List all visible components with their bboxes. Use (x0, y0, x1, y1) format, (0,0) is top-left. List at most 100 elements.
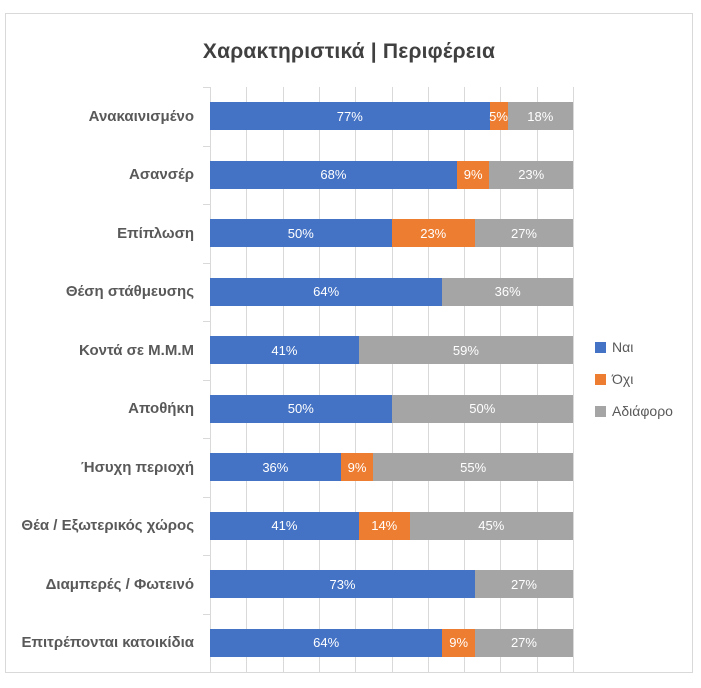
bar-segment-indifferent: 55% (373, 453, 573, 482)
bar-segment-yes: 41% (210, 336, 359, 365)
bar-value-label: 9% (463, 167, 483, 183)
bar-value-label: 45% (478, 518, 505, 534)
legend-item: Αδιάφορο (595, 395, 673, 427)
legend-item: Ναι (595, 331, 673, 363)
bar-value-label: 23% (420, 225, 447, 241)
bar-segment-no: 5% (489, 102, 508, 131)
bar-value-label: 41% (271, 518, 298, 534)
bar-segment-indifferent: 50% (391, 394, 573, 423)
gridline (210, 87, 211, 672)
bar-row: 36% 9% 55% (210, 438, 573, 497)
plot-area: 77% 5% 18% 68% 9% 23% 50% 23% 27% 64% 36% 41% 59% 50%… (203, 87, 574, 673)
category-label: Θέση στάθμευσης (65, 283, 194, 301)
bar-segment-yes: 68% (210, 160, 457, 189)
bar-track: 50% 50% (210, 394, 573, 423)
category-axis-tick (203, 496, 210, 498)
bar-segment-indifferent: 27% (474, 628, 573, 657)
bar-value-label: 73% (329, 576, 356, 592)
category-label: Ασανσέρ (129, 166, 194, 184)
bar-row: 73% 27% (210, 555, 573, 614)
bar-value-label: 68% (320, 167, 347, 183)
category-label: Κοντά σε Μ.Μ.Μ (78, 341, 194, 359)
bar-segment-yes: 50% (210, 394, 392, 423)
bar-track: 68% 9% 23% (210, 160, 573, 189)
bar-segment-yes: 64% (210, 277, 443, 306)
category-axis-tick (203, 145, 210, 147)
bar-value-label: 36% (494, 284, 521, 300)
bar-segment-no: 14% (358, 511, 410, 540)
bar-row: 68% 9% 23% (210, 146, 573, 205)
bar-segment-yes: 64% (210, 628, 443, 657)
bar-value-label: 36% (262, 459, 289, 475)
category-label: Αποθήκη (128, 400, 194, 418)
category-label: Θέα / Εξωτερικός χώρος (21, 517, 194, 535)
category-label: Ήσυχη περιοχή (80, 458, 194, 476)
bar-value-label: 77% (336, 108, 363, 124)
category-axis-tick (203, 613, 210, 615)
bar-value-label: 64% (313, 635, 340, 651)
bar-value-label: 27% (510, 635, 537, 651)
bar-track: 41% 59% (210, 336, 573, 365)
bar-value-label: 9% (347, 459, 367, 475)
gridline (500, 87, 502, 672)
bar-value-label: 5% (489, 108, 508, 124)
bar-segment-indifferent: 18% (507, 102, 573, 131)
bar-value-label: 41% (271, 342, 298, 358)
category-label: Επιτρέπονται κατοικίδια (21, 634, 194, 652)
bar-segment-no: 9% (442, 628, 475, 657)
legend-item: Όχι (595, 363, 673, 395)
gridline (464, 87, 466, 672)
bar-segment-yes: 73% (210, 570, 475, 599)
category-label: Επίπλωση (117, 224, 194, 242)
bar-value-label: 50% (287, 225, 314, 241)
category-axis-labels: Ανακαινισμένο Ασανσέρ Επίπλωση Θέση στάθμευ… (6, 87, 202, 672)
gridline (391, 87, 393, 672)
bar-segment-no: 9% (340, 453, 374, 482)
bar-row: 41% 59% (210, 321, 573, 380)
bar-segment-indifferent: 27% (474, 219, 573, 248)
legend-label: Ναι (612, 339, 634, 355)
bar-segment-indifferent: 27% (474, 570, 573, 599)
bar-track: 73% 27% (210, 570, 573, 599)
category-axis-tick (203, 87, 210, 88)
category-axis-tick (203, 555, 210, 556)
legend-label: Αδιάφορο (612, 403, 673, 419)
gridline (355, 87, 357, 672)
bar-track: 77% 5% 18% (210, 102, 573, 131)
bar-row: 64% 36% (210, 263, 573, 322)
bar-segment-yes: 50% (210, 219, 392, 248)
bar-segment-indifferent: 59% (358, 336, 573, 365)
gridline (536, 87, 538, 672)
bar-value-label: 27% (510, 225, 537, 241)
bar-segment-no: 9% (456, 160, 490, 189)
gridline (282, 87, 284, 672)
category-label: Ανακαινισμένο (88, 107, 194, 125)
bar-row: 64% 9% 27% (210, 614, 573, 673)
gridline (246, 87, 248, 672)
bar-track: 64% 9% 27% (210, 628, 573, 657)
bar-value-label: 50% (287, 401, 314, 417)
bar-segment-yes: 41% (210, 511, 359, 540)
bar-track: 50% 23% 27% (210, 219, 573, 248)
chart-title: Χαρακτηριστικά | Περιφέρεια (202, 40, 496, 63)
bar-value-label: 50% (469, 401, 496, 417)
gridline (573, 87, 574, 672)
category-axis-tick (203, 262, 210, 264)
bar-row: 50% 50% (210, 380, 573, 439)
bar-segment-yes: 36% (210, 453, 341, 482)
legend-swatch (595, 405, 606, 417)
bars-layer: 77% 5% 18% 68% 9% 23% 50% 23% 27% 64% 36% 41% 59% 50%… (210, 87, 573, 672)
bar-value-label: 59% (452, 342, 479, 358)
bar-row: 50% 23% 27% (210, 204, 573, 263)
category-axis-tick (203, 438, 210, 439)
category-axis-tick (203, 672, 210, 673)
legend-swatch (595, 341, 606, 353)
chart-frame: Χαρακτηριστικά | Περιφέρεια Ανακαινισμέν… (5, 13, 693, 673)
bar-value-label: 14% (371, 518, 398, 534)
legend-swatch (595, 373, 606, 385)
bar-segment-no: 23% (391, 219, 475, 248)
bar-value-label: 27% (510, 576, 537, 592)
gridline (427, 87, 429, 672)
bar-value-label: 9% (449, 635, 469, 651)
